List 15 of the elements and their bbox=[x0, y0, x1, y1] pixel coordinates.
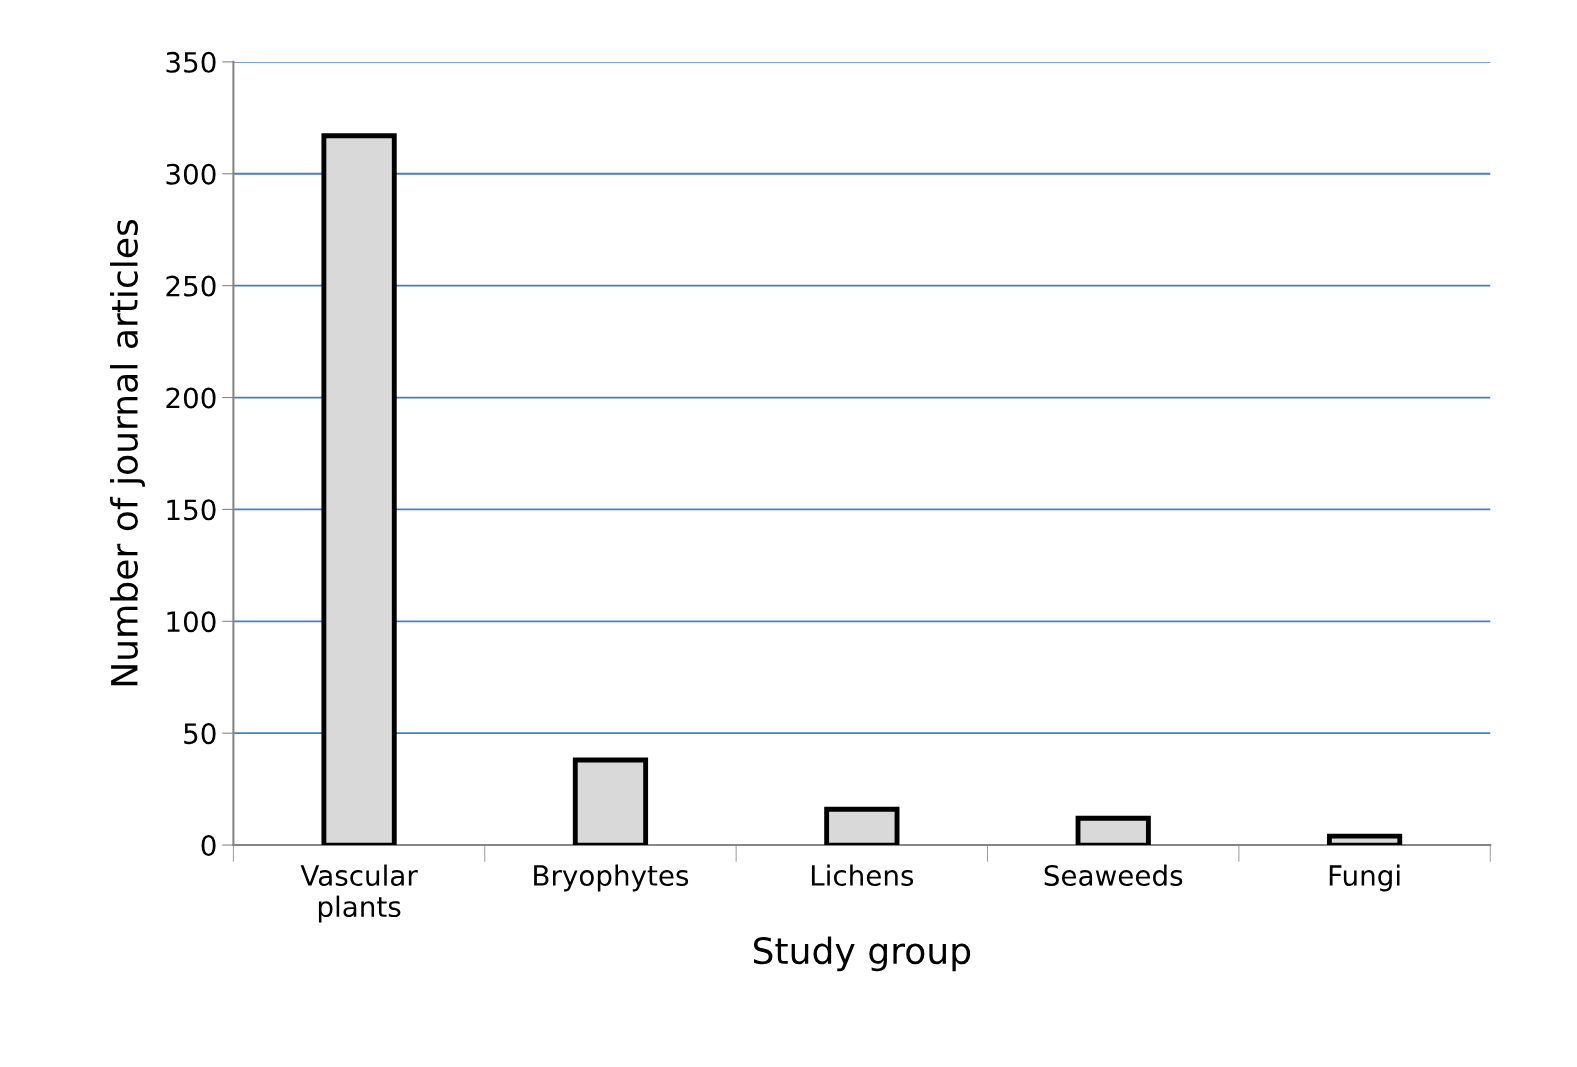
y-tick-label: 300 bbox=[166, 163, 216, 185]
y-axis-title: Number of journal articles bbox=[110, 219, 145, 686]
y-tick-label: 50 bbox=[184, 723, 216, 745]
y-tick-label: 150 bbox=[167, 499, 216, 521]
y-tick-label: 200 bbox=[166, 387, 216, 409]
x-tick-label: Lichens bbox=[811, 864, 914, 887]
x-tick-label: Fungi bbox=[1329, 864, 1400, 892]
x-tick-label: Seaweeds bbox=[1044, 864, 1183, 887]
x-tick-label: Vascular plants bbox=[300, 864, 418, 923]
x-axis-title: Study group bbox=[753, 936, 971, 972]
y-tick-label: 350 bbox=[166, 51, 216, 73]
y-tick-label: 250 bbox=[166, 275, 216, 297]
x-tick-label: Bryophytes bbox=[534, 864, 689, 892]
y-tick-label: 100 bbox=[167, 611, 216, 633]
y-tick-label: 0 bbox=[201, 835, 216, 857]
